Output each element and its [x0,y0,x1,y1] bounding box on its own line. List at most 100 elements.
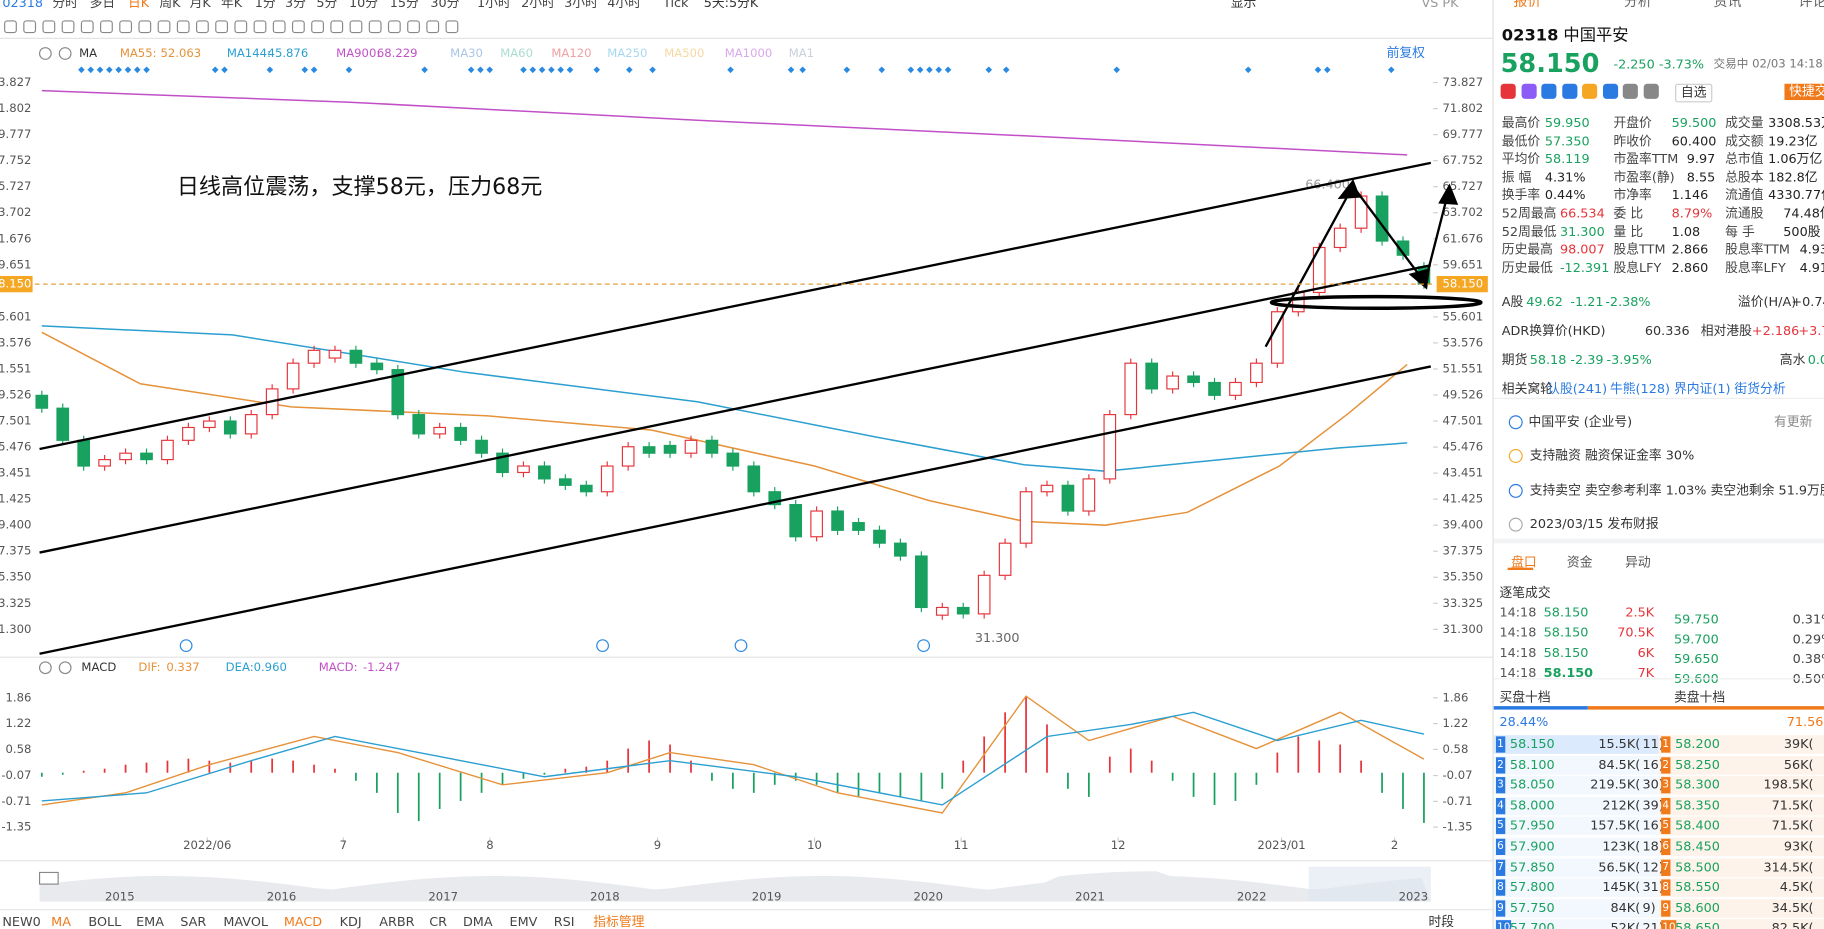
tool-icon[interactable] [291,20,305,34]
y-tick-label: 55.601 [1442,309,1483,323]
indicator-tab[interactable]: BOLL [88,915,122,929]
indicator-tab[interactable]: ARBR [379,915,414,929]
settings-icon[interactable] [38,661,52,675]
period-tab[interactable]: 1分 [255,0,276,11]
warrant-link[interactable]: 街货分析 [1734,381,1786,397]
tool-icon[interactable] [234,20,248,34]
tool-icon[interactable] [387,20,401,34]
indicator-tab[interactable]: SAR [180,915,206,929]
tool-icon[interactable] [330,20,344,34]
period-tab[interactable]: 4小时 [607,0,641,11]
detail-tab[interactable]: 盘口 [1511,554,1537,571]
tool-icon[interactable] [407,20,420,34]
settings-icon[interactable] [38,47,52,60]
multi-period[interactable]: 5天:5分K [704,0,759,11]
event-badge[interactable] [179,639,193,653]
overview-window[interactable] [1308,866,1431,902]
warrant-link[interactable]: 牛熊(128) [1609,381,1670,397]
period-tab[interactable]: 多日 [90,0,116,11]
indicator-tab[interactable]: CR [429,915,447,929]
arrow-path [1264,183,1450,348]
tool-icon[interactable] [368,20,382,34]
panel-tab[interactable]: 分析 [1623,0,1652,10]
tool-icon[interactable] [157,20,171,34]
close-icon[interactable] [58,47,72,60]
indicator-tab[interactable]: MACD [284,915,322,929]
tool-icon[interactable] [272,20,286,34]
tool-icon[interactable] [176,20,190,34]
indicator-tab[interactable]: RSI [554,915,575,929]
detail-tab[interactable]: 资金 [1566,554,1593,571]
ask-level: 6 [1661,838,1671,856]
period-tab[interactable]: 1小时 [477,0,511,11]
tool-icon[interactable] [80,20,94,34]
tool-icon[interactable] [445,20,459,34]
period-selector[interactable]: 时段 [1428,915,1454,929]
period-tab[interactable]: 周K [159,0,181,11]
period-tab[interactable]: 年K [221,0,243,11]
feature-icon[interactable] [1643,83,1659,99]
overview-handle[interactable] [38,871,59,885]
panel-tab[interactable]: 报价 [1513,0,1542,10]
panel-tab[interactable]: 资讯 [1713,0,1742,10]
period-tab[interactable]: 2小时 [521,0,555,11]
tool-icon[interactable] [119,20,133,34]
company-link[interactable]: 中国平安 (企业号) [1528,414,1633,430]
y-tick-label: 69.777 [1442,127,1483,141]
period-tab[interactable]: 月K [190,0,212,11]
feature-icon[interactable] [1602,83,1618,99]
feature-icon[interactable] [1541,83,1557,99]
tool-icon[interactable] [426,20,440,34]
tool-icon[interactable] [253,20,267,34]
indicator-tab[interactable]: KDJ [340,915,362,929]
status: 交易中 02/03 14:18(北 [1713,58,1824,71]
indicator-tab[interactable]: DMA [463,915,493,929]
ask-price: 58.650 [1675,920,1720,929]
feature-icon[interactable] [1561,83,1577,99]
feature-icon[interactable] [1500,83,1516,99]
tool-icon[interactable] [42,20,56,34]
tool-icon[interactable] [196,20,209,34]
tool-icon[interactable] [311,20,324,34]
period-tab[interactable]: 3小时 [564,0,598,11]
panel-tab[interactable]: 评论 [1798,0,1824,10]
period-tab[interactable]: 5分 [316,0,337,11]
period-tab[interactable]: 日K [128,0,150,11]
indicator-tab[interactable]: 指标管理 [593,915,644,929]
close-icon[interactable] [58,661,72,675]
restore-button[interactable]: 前复权 [1387,45,1426,61]
feature-icon[interactable] [1520,83,1537,99]
period-tab[interactable]: 15分 [390,0,419,11]
period-tab[interactable]: 10分 [349,0,378,11]
indicator-tab[interactable]: MAVOL [223,915,269,929]
indicator-tab[interactable]: EMA [136,915,164,929]
period-tab[interactable]: 分时 [52,0,78,11]
indicator-tab[interactable]: EMV [510,915,538,929]
tool-icon[interactable] [4,20,17,34]
tool-icon[interactable] [138,20,152,34]
indicator-tab[interactable]: NEW0 [2,915,40,929]
detail-tab[interactable]: 异动 [1625,554,1651,571]
macd-y-tick-label: 0.58 [1442,742,1468,756]
event-badge[interactable] [917,639,931,653]
tool-icon[interactable] [23,20,37,34]
period-tab[interactable]: Tick [662,0,689,11]
trade-button[interactable]: 快捷交易 [1784,83,1824,101]
vs-button[interactable]: VS PK [1422,0,1460,11]
indicator-tab[interactable]: MA [51,915,71,929]
event-badge[interactable] [734,639,748,653]
tool-icon[interactable] [100,20,113,34]
feature-icon[interactable] [1582,83,1598,99]
tool-icon[interactable] [215,20,229,34]
tool-icon[interactable] [349,20,363,34]
stat-value: 9.97 [1686,151,1716,167]
period-tab[interactable]: 3分 [285,0,306,11]
tool-icon[interactable] [61,20,75,34]
display-menu[interactable]: 显示 [1231,0,1257,11]
period-tab[interactable]: 30分 [430,0,459,11]
warrant-link[interactable]: 认股(241) [1547,381,1608,397]
warrant-link[interactable]: 界内证(1) [1673,381,1731,397]
watch-button[interactable]: 自选 [1675,83,1713,103]
feature-icon[interactable] [1622,83,1638,99]
event-badge[interactable] [596,639,609,653]
